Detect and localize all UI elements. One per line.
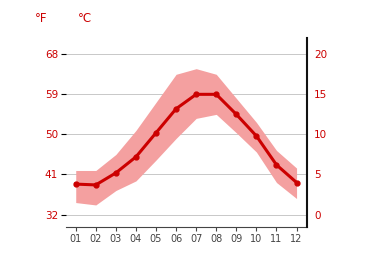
Text: °C: °C [78,12,92,25]
Text: °F: °F [34,12,47,25]
